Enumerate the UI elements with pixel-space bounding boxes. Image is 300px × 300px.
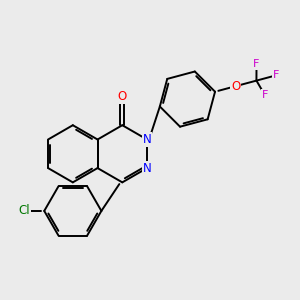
- Text: N: N: [143, 133, 152, 146]
- Text: F: F: [253, 59, 260, 69]
- Text: O: O: [118, 90, 127, 103]
- Text: F: F: [273, 70, 279, 80]
- Text: Cl: Cl: [18, 204, 30, 218]
- Text: F: F: [262, 90, 268, 100]
- Text: N: N: [143, 162, 152, 175]
- Text: O: O: [231, 80, 240, 93]
